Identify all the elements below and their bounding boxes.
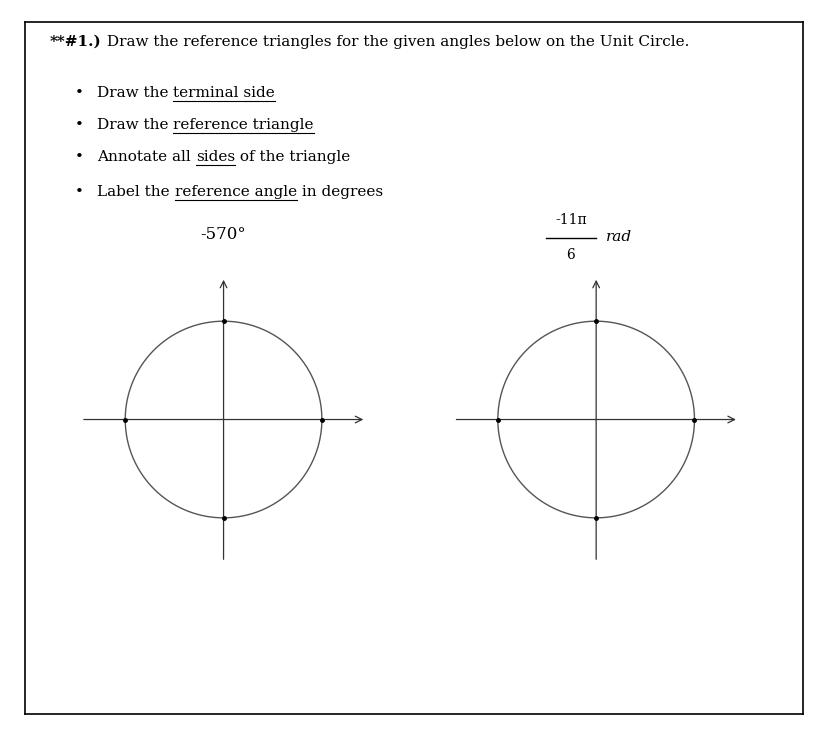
Text: **#1.): **#1.) <box>50 35 102 49</box>
Text: terminal side: terminal side <box>173 86 275 100</box>
Text: of the triangle: of the triangle <box>235 149 350 163</box>
Text: •: • <box>75 86 84 100</box>
Text: •: • <box>75 149 84 163</box>
Text: reference triangle: reference triangle <box>173 118 313 132</box>
Text: •: • <box>75 185 84 199</box>
Text: rad: rad <box>605 230 631 244</box>
Text: Draw the: Draw the <box>97 118 173 132</box>
Text: 6: 6 <box>566 248 575 262</box>
Text: •: • <box>75 118 84 132</box>
Text: -570°: -570° <box>200 226 246 243</box>
Text: in degrees: in degrees <box>296 185 382 199</box>
Text: Draw the: Draw the <box>97 86 173 100</box>
Text: -11π: -11π <box>555 213 586 227</box>
Text: Draw the reference triangles for the given angles below on the Unit Circle.: Draw the reference triangles for the giv… <box>102 35 689 49</box>
Text: Annotate all: Annotate all <box>97 149 195 163</box>
Text: Label the: Label the <box>97 185 174 199</box>
Text: reference angle: reference angle <box>174 185 296 199</box>
Text: sides: sides <box>195 149 235 163</box>
